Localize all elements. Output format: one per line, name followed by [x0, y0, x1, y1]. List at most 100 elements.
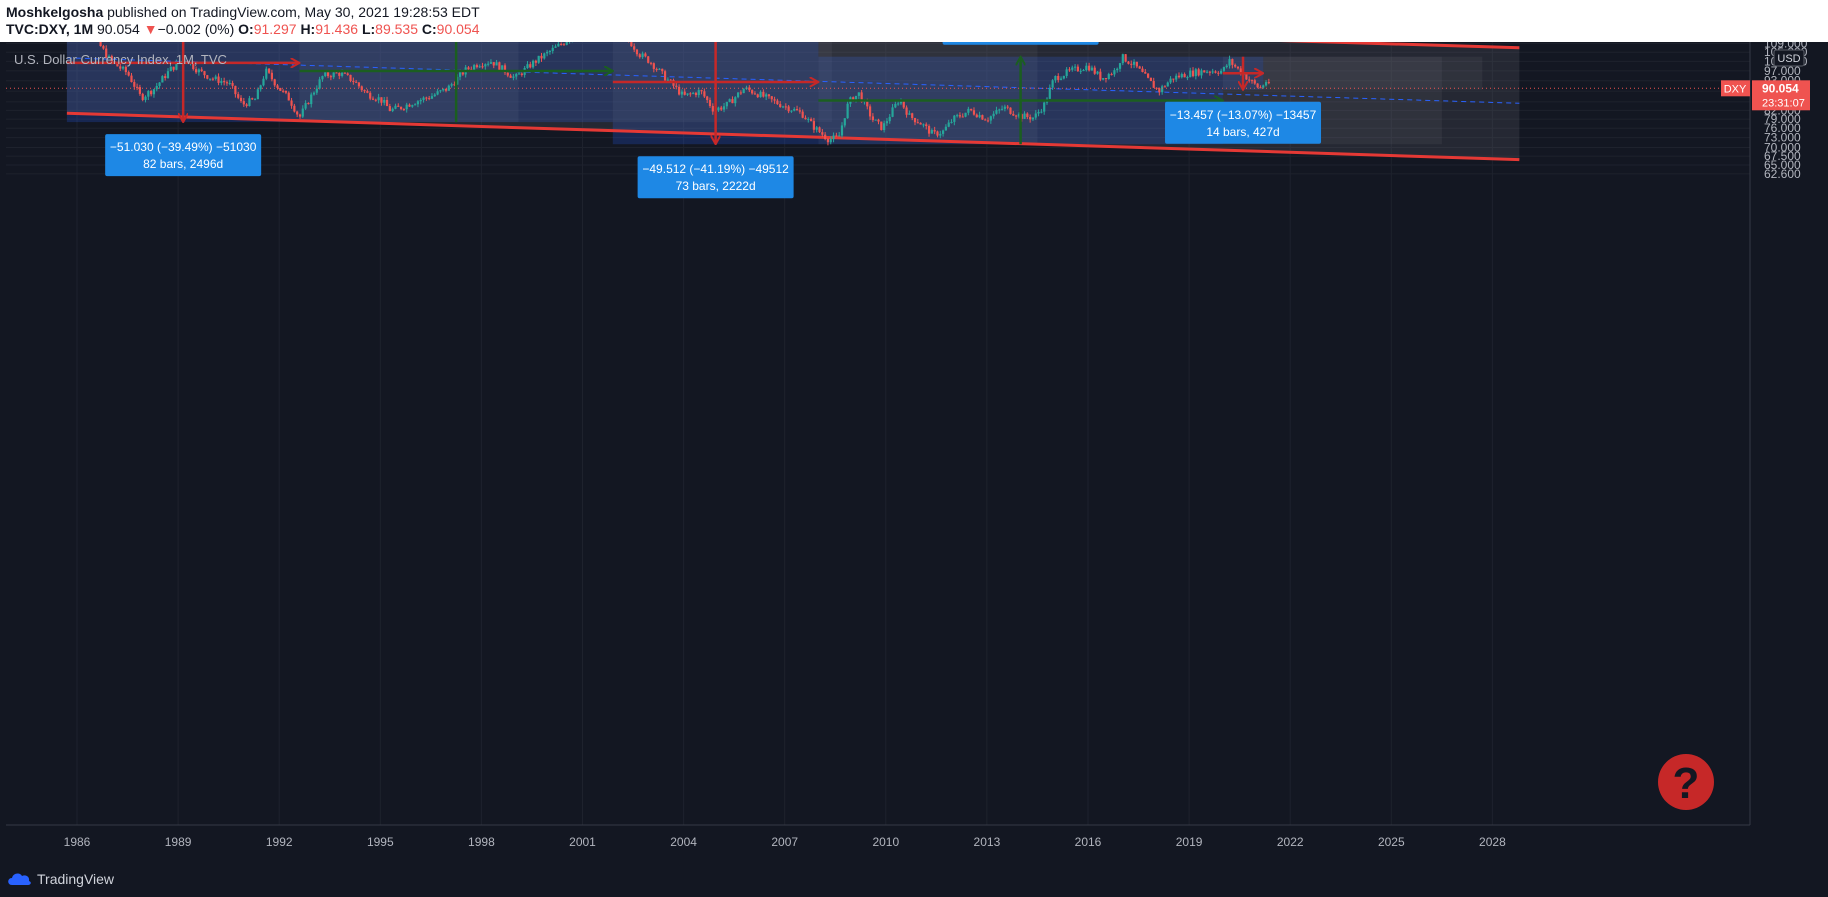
candle-body: [978, 115, 981, 118]
measure-label-box[interactable]: [1165, 101, 1322, 144]
candle-body: [217, 76, 220, 83]
candle-body: [116, 62, 119, 67]
candle-body: [728, 99, 731, 102]
candle-body: [1172, 78, 1175, 80]
candle-body: [397, 105, 400, 107]
channel-midline[interactable]: [66, 57, 1520, 104]
candle-body: [253, 99, 257, 101]
candle-body: [503, 65, 507, 73]
candle-body: [840, 125, 844, 136]
candle-body: [520, 73, 523, 75]
candle-body: [203, 71, 206, 76]
measure-label-box[interactable]: [105, 134, 262, 177]
candle-body: [141, 93, 144, 100]
candle-body: [866, 100, 869, 107]
candle-body: [1166, 82, 1169, 87]
candle-body: [739, 92, 742, 94]
candle-body: [787, 106, 790, 112]
candle-body: [781, 106, 785, 108]
measure-label-box[interactable]: [942, 42, 1099, 45]
candle-body: [644, 53, 647, 57]
candle-body: [225, 82, 229, 84]
channel-lower-line[interactable]: [66, 111, 1520, 162]
candle-body: [742, 89, 745, 94]
candle-body: [458, 72, 462, 77]
time-axis[interactable]: 1986 1989 1992 1995 1998 2001 2004 2007 2010 2013…: [64, 835, 1506, 849]
candle-body: [784, 106, 787, 108]
candle-body: [666, 79, 669, 81]
candle-body: [394, 105, 397, 109]
candle-body: [967, 108, 970, 113]
candle-body: [883, 123, 886, 130]
close-label: C:: [421, 21, 437, 37]
candle-body: [214, 76, 217, 79]
candle-body: [1253, 80, 1256, 84]
candle-body: [633, 46, 636, 50]
author-name[interactable]: Moshkelgosha: [6, 4, 104, 20]
candle-body: [984, 119, 987, 121]
candle-body: [832, 135, 835, 140]
candle-body: [939, 133, 942, 136]
question-mark-icon[interactable]: ?: [1658, 754, 1714, 810]
candle-body: [809, 118, 813, 122]
candle-body: [388, 106, 391, 112]
tradingview-cloud-icon: [8, 873, 31, 885]
candle-body: [919, 122, 922, 125]
candle-body: [1079, 70, 1082, 72]
candle-body: [284, 90, 288, 93]
candle-body: [1118, 63, 1122, 69]
candle-body: [517, 73, 521, 75]
candle-body: [447, 85, 450, 91]
candle-body: [913, 118, 917, 123]
candle-body: [1175, 75, 1178, 80]
candle-body: [1163, 86, 1167, 88]
candle-body: [267, 68, 271, 73]
candle-body: [1264, 82, 1268, 86]
candle-body: [731, 99, 734, 104]
candle-body: [270, 72, 273, 80]
price-tick: 109.000: [1764, 42, 1808, 50]
candle-body: [99, 42, 102, 47]
symbol-tag-text: DXY: [1724, 83, 1747, 95]
candle-body: [352, 80, 355, 82]
candle-body: [1113, 70, 1116, 75]
candle-body: [1250, 80, 1254, 82]
candle-body: [877, 119, 880, 122]
candle-body: [1208, 71, 1211, 73]
candle-body: [635, 49, 639, 55]
candle-body: [1124, 54, 1127, 62]
candle-body: [1211, 71, 1214, 73]
candle-body: [1012, 113, 1015, 116]
candle-body: [874, 119, 877, 121]
candle-body: [1029, 117, 1032, 120]
projection-box: [1263, 56, 1483, 90]
projection-box: [299, 42, 519, 123]
candle-body: [343, 72, 347, 74]
candle-body: [338, 72, 341, 76]
candle-body: [1003, 106, 1006, 109]
candle-body: [1065, 69, 1068, 76]
candle-body: [310, 94, 313, 105]
candle-body: [703, 91, 706, 97]
candle-body: [461, 72, 464, 75]
candle-body: [734, 97, 737, 104]
candle-body: [1026, 113, 1029, 118]
candle-body: [1180, 74, 1183, 78]
measure-label-box[interactable]: [637, 156, 794, 199]
candle-body: [211, 78, 215, 80]
currency-badge: [1773, 49, 1805, 67]
measure-change-text: −13.457 (−13.07%) −13457: [1170, 108, 1317, 122]
candle-body: [436, 91, 439, 95]
tradingview-logo[interactable]: TradingView: [6, 871, 114, 887]
candle-body: [1040, 111, 1043, 113]
time-tick: 2022: [1277, 835, 1304, 849]
candle-body: [501, 65, 504, 71]
candle-body: [793, 109, 796, 111]
candle-body: [992, 113, 995, 117]
plot-background: [6, 42, 1750, 825]
trend-channel[interactable]: [66, 42, 1520, 162]
candle-body: [1146, 73, 1150, 78]
candle-body: [925, 124, 928, 127]
